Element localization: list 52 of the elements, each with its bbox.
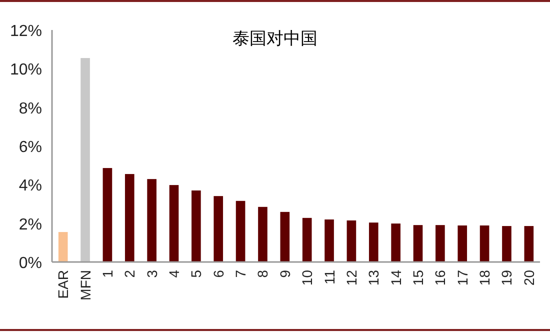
bar (280, 212, 290, 262)
x-tick-label: 3 (144, 270, 160, 278)
bar (192, 190, 201, 262)
bar (80, 58, 90, 262)
x-tick-label: 10 (299, 270, 316, 286)
y-tick-label: 4% (18, 178, 42, 195)
y-tick-label: 12% (10, 23, 42, 40)
bar (413, 225, 423, 262)
x-tick-label: 11 (321, 270, 338, 285)
x-tick-label: 17 (454, 270, 470, 286)
bar (458, 225, 468, 262)
bar (391, 224, 400, 262)
x-tick-label: 2 (122, 270, 138, 278)
x-tick-label: 8 (254, 270, 271, 278)
y-tick-label: 8% (18, 100, 42, 118)
bar (524, 226, 534, 262)
x-tick-label: 5 (188, 270, 204, 278)
bar (102, 168, 112, 262)
y-tick-label: 0% (18, 255, 42, 272)
x-tick-label: 9 (276, 270, 293, 278)
x-tick-label: 19 (498, 270, 515, 286)
x-tick-label: 18 (476, 270, 493, 286)
x-tick-label: 15 (410, 270, 426, 286)
x-tick-label: 1 (99, 270, 116, 278)
bar (502, 226, 512, 262)
bar (480, 225, 490, 262)
bar (236, 200, 246, 262)
bar (124, 174, 134, 262)
bar (302, 218, 312, 262)
y-tick-label: 6% (18, 139, 42, 156)
bar (368, 222, 378, 262)
x-tick-label: MFN (77, 270, 94, 300)
y-tick-label: 2% (18, 216, 42, 234)
x-tick-label: EAR (55, 270, 72, 299)
x-tick-label: 16 (432, 270, 448, 286)
bar (214, 196, 224, 262)
chart-title: 泰国对中国 (232, 29, 318, 49)
x-tick-label: 14 (388, 270, 404, 286)
x-tick-label: 4 (166, 270, 182, 278)
x-tick-label: 6 (210, 270, 226, 278)
x-tick-label: 7 (232, 270, 249, 278)
bar (169, 185, 179, 262)
y-tick-label: 10% (10, 62, 42, 79)
bar (346, 220, 356, 262)
bar (436, 225, 445, 262)
bar (324, 219, 334, 262)
bar (147, 179, 156, 262)
x-tick-label: 12 (343, 270, 360, 286)
x-tick-label: 13 (366, 270, 382, 286)
x-tick-label: 20 (520, 270, 537, 286)
bar (258, 206, 268, 262)
bar (58, 232, 68, 262)
